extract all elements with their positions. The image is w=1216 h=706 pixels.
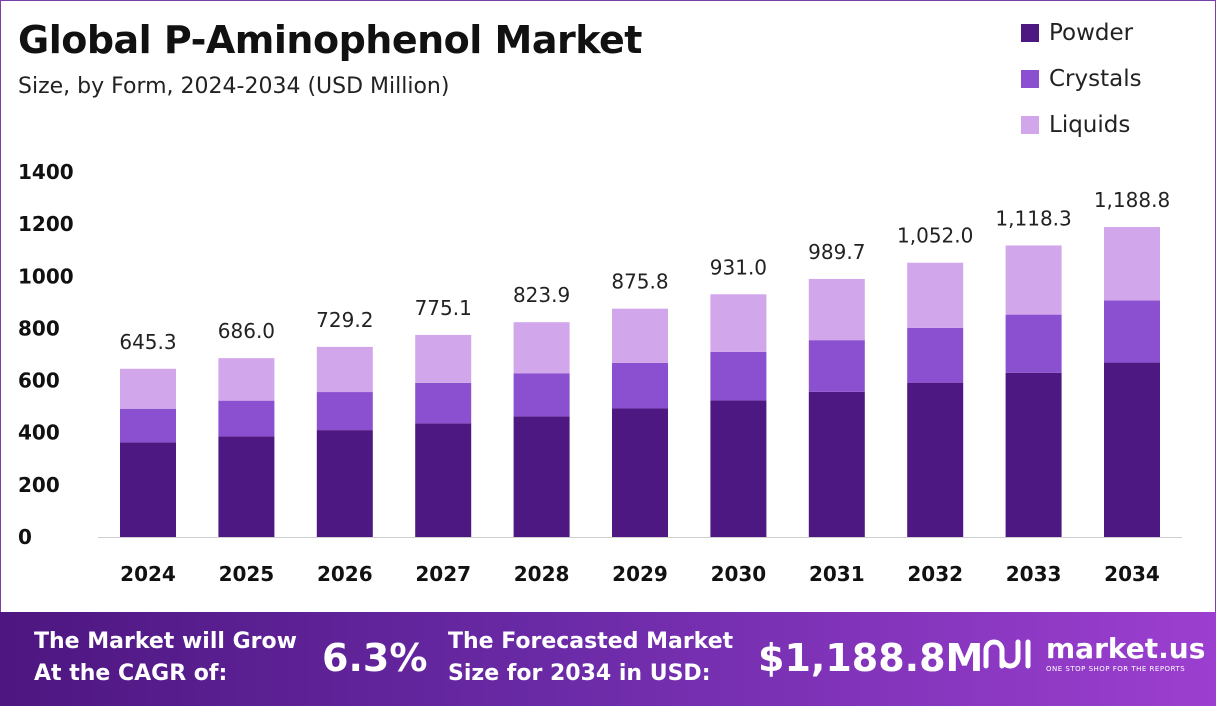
forecast-value: $1,188.8M xyxy=(758,636,984,680)
legend-item-liquids: Liquids xyxy=(1021,102,1142,148)
bar-liquids-2030 xyxy=(710,294,767,352)
x-tick-label-2029: 2029 xyxy=(612,562,668,586)
total-label-2030: 931.0 xyxy=(710,255,767,279)
bar-powder-2024 xyxy=(120,442,176,537)
bar-powder-2034 xyxy=(1104,362,1160,537)
bar-powder-2028 xyxy=(513,416,570,537)
cagr-label: The Market will Grow At the CAGR of: xyxy=(34,629,297,686)
total-label-2025: 686.0 xyxy=(218,319,275,343)
bar-crystals-2032 xyxy=(907,327,964,383)
bar-powder-2032 xyxy=(907,382,964,537)
brand-name: market.us xyxy=(1046,632,1206,665)
bar-powder-2030 xyxy=(710,400,767,537)
bar-powder-2025 xyxy=(218,436,275,537)
y-tick-label-1400: 1400 xyxy=(18,160,74,184)
x-tick-label-2032: 2032 xyxy=(907,562,963,586)
legend-label-powder: Powder xyxy=(1049,20,1134,46)
brand-logo: market.us ONE STOP SHOP FOR THE REPORTS xyxy=(982,634,1205,674)
legend-item-powder: Powder xyxy=(1021,10,1142,56)
bar-powder-2026 xyxy=(316,430,373,537)
total-label-2033: 1,118.3 xyxy=(995,206,1071,230)
bar-powder-2027 xyxy=(415,423,472,537)
bar-crystals-2028 xyxy=(513,373,570,417)
y-tick-label-600: 600 xyxy=(18,369,60,393)
y-tick-label-200: 200 xyxy=(18,473,60,497)
chart-title: Global P-Aminophenol Market xyxy=(18,18,642,62)
total-label-2026: 729.2 xyxy=(316,308,373,332)
bar-powder-2033 xyxy=(1005,372,1062,537)
bar-crystals-2030 xyxy=(710,351,767,401)
bar-crystals-2033 xyxy=(1005,314,1062,373)
x-tick-label-2028: 2028 xyxy=(514,562,570,586)
market-us-logo-icon xyxy=(983,639,1031,669)
bar-liquids-2028 xyxy=(513,322,570,374)
bar-crystals-2031 xyxy=(808,340,865,392)
bar-crystals-2024 xyxy=(120,408,176,443)
bar-liquids-2025 xyxy=(218,358,275,401)
bar-powder-2031 xyxy=(808,391,865,537)
total-label-2024: 645.3 xyxy=(119,330,176,354)
total-label-2032: 1,052.0 xyxy=(897,224,973,248)
y-tick-label-0: 0 xyxy=(18,525,32,549)
bar-liquids-2024 xyxy=(120,368,176,409)
bar-liquids-2034 xyxy=(1104,227,1160,301)
bar-crystals-2025 xyxy=(218,400,275,437)
y-tick-label-1000: 1000 xyxy=(18,264,74,288)
legend-label-crystals: Crystals xyxy=(1049,66,1142,92)
footer-banner: The Market will Grow At the CAGR of: 6.3… xyxy=(0,612,1216,706)
forecast-label: The Forecasted Market Size for 2034 in U… xyxy=(448,629,734,686)
total-label-2028: 823.9 xyxy=(513,283,570,307)
chart-subtitle: Size, by Form, 2024-2034 (USD Million) xyxy=(18,74,450,99)
legend-label-liquids: Liquids xyxy=(1049,112,1131,138)
x-tick-label-2033: 2033 xyxy=(1006,562,1062,586)
bar-powder-2029 xyxy=(612,408,668,537)
x-tick-label-2025: 2025 xyxy=(219,562,275,586)
bar-liquids-2031 xyxy=(808,278,865,341)
y-tick-label-400: 400 xyxy=(18,421,60,445)
x-tick-label-2034: 2034 xyxy=(1104,562,1160,586)
y-tick-label-800: 800 xyxy=(18,316,60,340)
legend: Powder Crystals Liquids xyxy=(1021,10,1142,148)
bar-crystals-2029 xyxy=(612,362,668,409)
legend-swatch-crystals xyxy=(1021,70,1039,88)
x-tick-label-2030: 2030 xyxy=(711,562,767,586)
y-tick-label-1200: 1200 xyxy=(18,212,74,236)
legend-swatch-liquids xyxy=(1021,116,1039,134)
bar-crystals-2026 xyxy=(316,392,373,431)
legend-swatch-powder xyxy=(1021,24,1039,42)
total-label-2031: 989.7 xyxy=(808,240,865,264)
bar-liquids-2026 xyxy=(316,346,373,393)
brand-tagline: ONE STOP SHOP FOR THE REPORTS xyxy=(1046,665,1186,673)
x-tick-label-2024: 2024 xyxy=(120,562,176,586)
bar-crystals-2034 xyxy=(1104,300,1160,363)
total-label-2027: 775.1 xyxy=(415,296,472,320)
cagr-value: 6.3% xyxy=(322,636,428,680)
x-tick-label-2026: 2026 xyxy=(317,562,373,586)
bar-crystals-2027 xyxy=(415,382,472,424)
x-tick-label-2031: 2031 xyxy=(809,562,865,586)
stacked-bar-chart: 0 200 400 600 800 1000 1200 1400 645.3 2024 686.0 2… xyxy=(18,160,1182,586)
x-tick-label-2027: 2027 xyxy=(415,562,471,586)
bar-liquids-2029 xyxy=(612,308,668,363)
bar-liquids-2032 xyxy=(907,262,964,328)
legend-item-crystals: Crystals xyxy=(1021,56,1142,102)
total-label-2029: 875.8 xyxy=(611,270,668,294)
bar-liquids-2033 xyxy=(1005,245,1062,315)
total-label-2034: 1,188.8 xyxy=(1094,188,1170,212)
bar-liquids-2027 xyxy=(415,334,472,383)
